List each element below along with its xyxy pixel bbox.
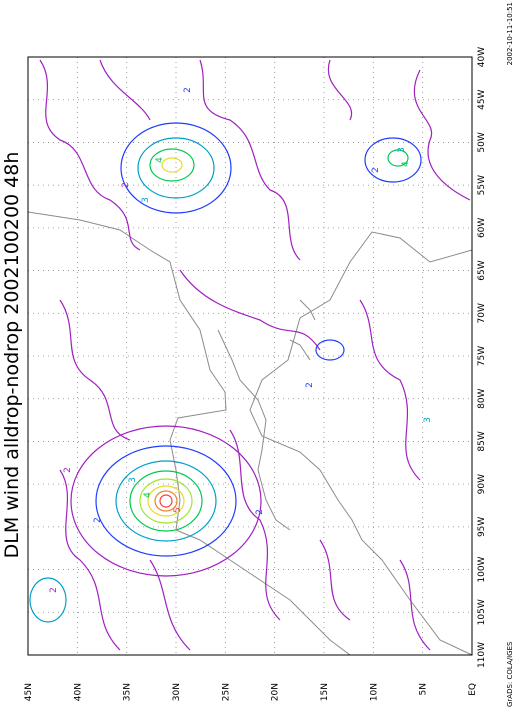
contours — [29, 59, 471, 651]
contour — [147, 485, 185, 517]
contour — [387, 149, 409, 167]
latitude-label: 40N — [73, 683, 83, 701]
contour-label: 2 — [305, 382, 315, 388]
longitude-label: 80W — [477, 388, 487, 408]
longitude-label: 65W — [477, 260, 487, 280]
longitude-label: 105W — [477, 599, 487, 625]
coastline — [289, 299, 316, 361]
contour-label: 3 — [141, 197, 151, 203]
latitude-label: 45N — [24, 683, 34, 701]
longitude-label: 45W — [477, 89, 487, 109]
contour-label: 2 — [49, 587, 59, 593]
longitude-label: 110W — [477, 642, 487, 668]
coastlines — [27, 211, 473, 656]
latitude-label: EQ — [468, 683, 478, 696]
contour-label: 3 — [423, 417, 433, 423]
contour — [70, 425, 262, 577]
graticule — [28, 57, 472, 655]
contour-label: 3 — [128, 477, 138, 483]
longitude-label: 75W — [477, 346, 487, 366]
longitude-label: 50W — [477, 132, 487, 152]
contour-label: 2 — [93, 517, 103, 523]
contour-label: 4 — [155, 157, 165, 163]
contour-label: 3 — [397, 147, 407, 153]
contour-label: 4 — [143, 492, 153, 498]
contour — [120, 122, 232, 214]
contour — [159, 494, 173, 508]
latitude-label: 35N — [123, 683, 133, 701]
coastline — [217, 329, 291, 531]
contour-label: 2 — [255, 509, 265, 515]
latitude-label: 25N — [221, 683, 231, 701]
latitude-label: 5N — [419, 683, 429, 695]
contour-label: 5 — [173, 507, 183, 513]
latitude-label: 30N — [172, 683, 182, 701]
contour — [95, 445, 237, 557]
longitude-label: 40W — [477, 47, 487, 67]
contour-label: 2 — [121, 182, 131, 188]
map-title: DLM wind alldrop-nodrop 2002100200 48h — [1, 152, 23, 559]
longitude-label: 60W — [477, 218, 487, 238]
contour — [149, 148, 195, 182]
latitude-label: 10N — [369, 683, 379, 701]
contour-label: 2 — [63, 467, 73, 473]
latitude-label: 15N — [320, 683, 330, 701]
contour-label: 2 — [183, 87, 193, 93]
longitude-label: 95W — [477, 517, 487, 537]
contour — [129, 470, 203, 532]
contour — [137, 137, 215, 199]
longitude-label: 100W — [477, 556, 487, 582]
contour — [115, 460, 217, 542]
contour — [161, 157, 183, 173]
coastline — [27, 211, 351, 656]
contour — [154, 490, 178, 512]
contour-label: 4 — [401, 161, 411, 167]
longitude-label: 70W — [477, 303, 487, 323]
longitude-label: 90W — [477, 474, 487, 494]
longitude-label: 85W — [477, 431, 487, 451]
contour — [315, 339, 345, 361]
coastline — [249, 231, 473, 656]
contour-label: 2 — [371, 167, 381, 173]
footer-right: 2002-10-11-10:51 — [506, 2, 514, 65]
map-frame — [27, 56, 473, 656]
contour — [139, 478, 193, 524]
latitude-label: 20N — [271, 683, 281, 701]
contour — [39, 59, 471, 651]
footer-left: GrADS: COLA/IGES — [506, 641, 514, 707]
contour — [364, 137, 422, 183]
contour — [29, 577, 67, 623]
longitude-label: 55W — [477, 175, 487, 195]
